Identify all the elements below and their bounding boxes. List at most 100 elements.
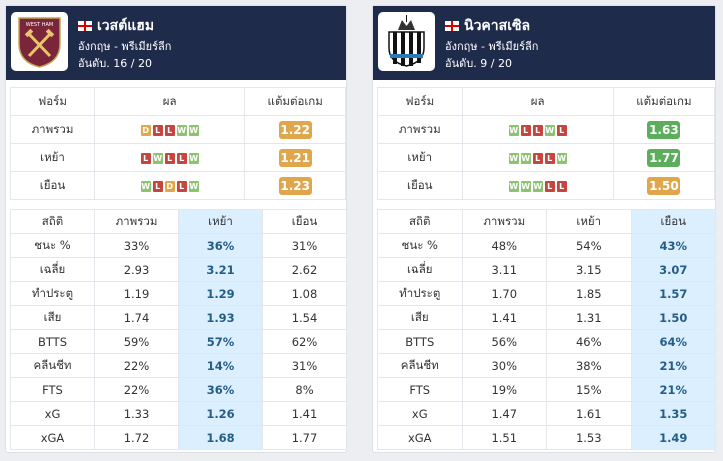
team-panel: นิวคาสเซิล อังกฤษ - พรีเมียร์ลีก อันดับ.… (372, 5, 716, 453)
team-header: WEST HAM เวสต์แฮม อังกฤษ - พรีเมียร์ลีก … (6, 6, 346, 80)
result-badge: L (520, 124, 531, 136)
ppg-cell: 1.63 (612, 115, 715, 144)
ppg-cell: 1.22 (244, 115, 346, 144)
form-header-row: ฟอร์ม ผล แต้มต่อเกม (377, 87, 715, 116)
form-label: เหย้า (377, 143, 463, 172)
stat-label: ชนะ % (377, 233, 463, 258)
stat-label: FTS (10, 377, 95, 402)
result-badge: W (520, 180, 531, 192)
ppg-badge: 1.50 (647, 176, 681, 195)
stat-value: 31% (262, 233, 347, 258)
ppg-cell: 1.50 (612, 171, 715, 200)
stats-row: ชนะ % 48% 54% 43% (377, 233, 716, 258)
stat-value: 1.54 (262, 305, 347, 330)
stat-value: 22% (94, 353, 179, 378)
team-name: เวสต์แฮม (97, 18, 155, 34)
stat-label: ทำประตู (10, 281, 95, 306)
form-row: เยือน W W W L L 1.50 (377, 171, 715, 200)
team-name: นิวคาสเซิล (464, 18, 531, 34)
stat-value: 36% (178, 233, 263, 258)
stat-label: เสีย (10, 305, 95, 330)
stat-value: 33% (94, 233, 179, 258)
stat-value: 1.50 (630, 305, 716, 330)
stat-value: 3.07 (630, 257, 716, 282)
result-badge: L (164, 152, 175, 164)
form-row: เหย้า W W L L W 1.77 (377, 143, 715, 172)
stat-value: 1.47 (461, 401, 547, 426)
result-badge: D (164, 180, 175, 192)
team-header: นิวคาสเซิล อังกฤษ - พรีเมียร์ลีก อันดับ.… (373, 6, 715, 80)
stat-value: 1.85 (546, 281, 632, 306)
stats-row: เฉลี่ย 2.93 3.21 2.62 (10, 257, 347, 282)
stat-label: BTTS (10, 329, 95, 354)
result-badge: L (532, 152, 543, 164)
form-header: ผล (93, 87, 246, 116)
form-row: เยือน W L D L W 1.23 (10, 171, 346, 200)
stat-label: xGA (10, 425, 95, 450)
stat-value: 56% (461, 329, 547, 354)
result-badge: L (532, 124, 543, 136)
stat-label: BTTS (377, 329, 463, 354)
result-badge: W (188, 180, 199, 192)
form-label: ภาพรวม (10, 115, 95, 144)
stats-row: xG 1.33 1.26 1.41 (10, 401, 347, 426)
result-badge: W (532, 180, 543, 192)
stats-header: เยือน (630, 209, 716, 234)
result-badge: L (176, 152, 187, 164)
stats-row: xGA 1.51 1.53 1.49 (377, 425, 716, 450)
stats-header: ภาพรวม (461, 209, 547, 234)
stat-value: 30% (461, 353, 547, 378)
ppg-cell: 1.21 (244, 143, 346, 172)
result-badge: L (152, 180, 163, 192)
form-label: ภาพรวม (377, 115, 463, 144)
stat-label: เฉลี่ย (10, 257, 95, 282)
svg-text:WEST HAM: WEST HAM (26, 22, 53, 28)
stat-value: 64% (630, 329, 716, 354)
stat-value: 1.53 (546, 425, 632, 450)
stat-value: 2.62 (262, 257, 347, 282)
team-rank: อันดับ. 9 / 20 (445, 57, 512, 70)
stats-table: สถิติ ภาพรวม เหย้า เยือน ชนะ % 33% 36% 31% เฉลี่… (10, 209, 347, 450)
result-badge: L (556, 180, 567, 192)
form-table: ฟอร์ม ผล แต้มต่อเกม ภาพรวม W L L W L 1.63 เหย้า W W L… (377, 87, 715, 200)
stat-value: 62% (262, 329, 347, 354)
stat-value: 22% (94, 377, 179, 402)
stat-value: 21% (630, 377, 716, 402)
stat-value: 46% (546, 329, 632, 354)
stats-row: BTTS 56% 46% 64% (377, 329, 716, 354)
stats-header: เหย้า (178, 209, 263, 234)
ppg-badge: 1.21 (278, 148, 312, 167)
ppg-badge: 1.23 (278, 176, 312, 195)
stat-label: xG (377, 401, 463, 426)
stat-value: 1.31 (546, 305, 632, 330)
form-label: เยือน (10, 171, 95, 200)
stat-label: เสีย (377, 305, 463, 330)
stat-value: 1.29 (178, 281, 263, 306)
stat-value: 14% (178, 353, 263, 378)
ppg-badge: 1.63 (647, 120, 681, 139)
result-badge: D (140, 124, 151, 136)
result-badge: W (508, 124, 519, 136)
stats-row: FTS 22% 36% 8% (10, 377, 347, 402)
team-league: อังกฤษ - พรีเมียร์ลีก (445, 40, 539, 53)
stat-value: 57% (178, 329, 263, 354)
stat-value: 1.41 (461, 305, 547, 330)
stats-header: สถิติ (10, 209, 95, 234)
stat-value: 1.70 (461, 281, 547, 306)
stat-value: 21% (630, 353, 716, 378)
stat-label: ชนะ % (10, 233, 95, 258)
stat-value: 2.93 (94, 257, 179, 282)
stats-row: ทำประตู 1.70 1.85 1.57 (377, 281, 716, 306)
result-badge: W (520, 152, 531, 164)
stat-label: คลีนชีท (10, 353, 95, 378)
form-header: ฟอร์ม (377, 87, 463, 116)
form-header: แต้มต่อเกม (612, 87, 715, 116)
result-badge: L (164, 124, 175, 136)
stat-value: 1.19 (94, 281, 179, 306)
result-badge: L (152, 124, 163, 136)
stats-row: คลีนชีท 22% 14% 31% (10, 353, 347, 378)
stats-header: สถิติ (377, 209, 463, 234)
